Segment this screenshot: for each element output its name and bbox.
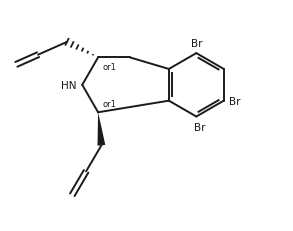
Text: Br: Br <box>229 96 241 106</box>
Text: or1: or1 <box>103 99 117 108</box>
Text: Br: Br <box>190 39 202 49</box>
Text: or1: or1 <box>103 63 117 72</box>
Polygon shape <box>98 113 105 146</box>
Text: Br: Br <box>194 122 205 132</box>
Text: HN: HN <box>61 80 77 90</box>
